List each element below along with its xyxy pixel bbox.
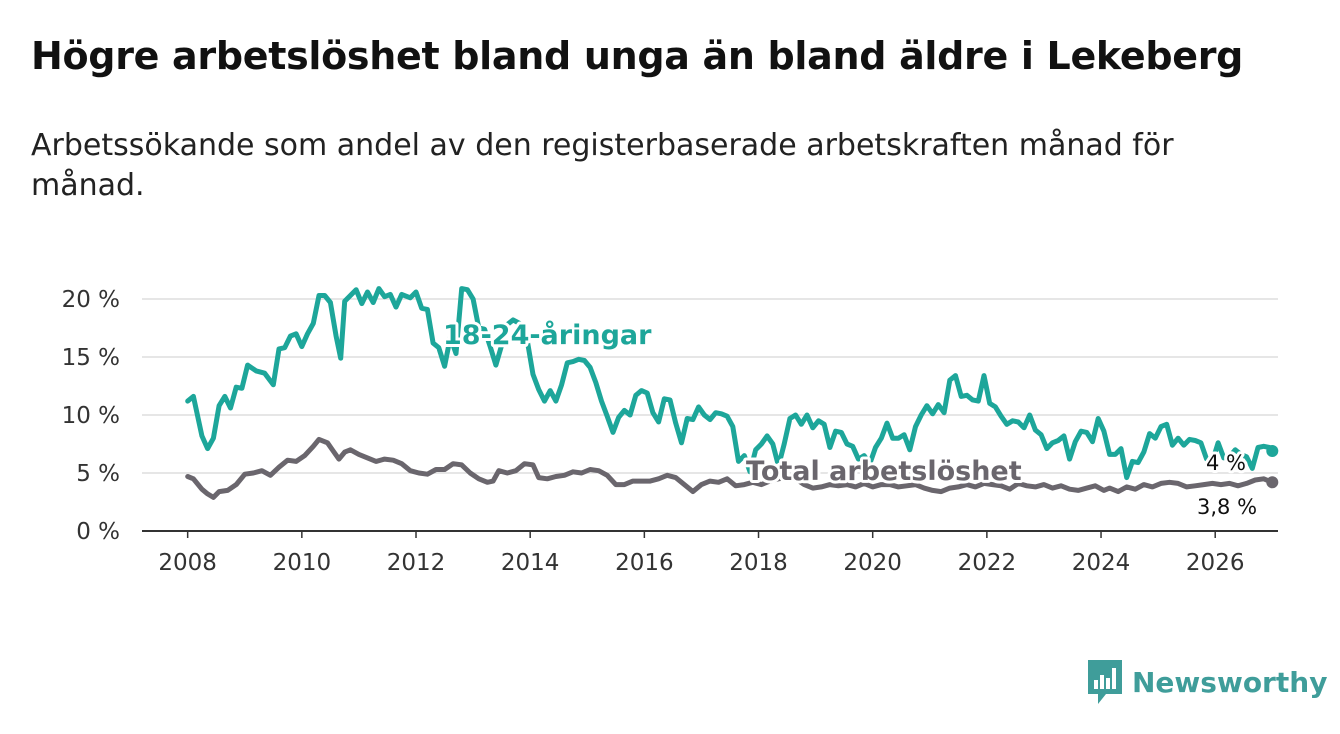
series-line-total [185, 436, 1275, 500]
end-label-total-halo: 3,8 % [1197, 495, 1257, 519]
series-line-18-24 [185, 286, 1275, 481]
newsworthy-logo-icon [1088, 660, 1122, 704]
series-label-18-24: 18-24-åringar [443, 319, 652, 351]
series-label-total-halo: Total arbetslöshet [746, 456, 1022, 487]
end-label-18-24-halo: 4 % [1206, 451, 1246, 475]
newsworthy-logo: Newsworthy [1088, 660, 1327, 704]
x-tick-label: 2020 [843, 550, 902, 576]
end-label-18-24: 4 % [1206, 451, 1246, 475]
x-tick-label: 2016 [615, 550, 674, 576]
y-tick-label: 20 % [62, 287, 120, 313]
y-tick-label: 0 % [76, 519, 120, 545]
chart-title: Högre arbetslöshet bland unga än bland ä… [31, 34, 1244, 78]
x-tick-label: 2012 [387, 550, 446, 576]
x-tick-label: 2008 [158, 550, 217, 576]
x-tick-label: 2010 [273, 550, 332, 576]
series-endpoint-total [1266, 476, 1279, 489]
x-tick-label: 2022 [958, 550, 1017, 576]
series-label-total: Total arbetslöshet [746, 456, 1022, 487]
x-tick-label: 2024 [1072, 550, 1131, 576]
x-tick-label: 2026 [1186, 550, 1245, 576]
x-tick-label: 2018 [729, 550, 788, 576]
series-label-18-24-halo: 18-24-åringar [443, 319, 652, 351]
series-endpoint-18-24 [1266, 444, 1279, 457]
x-tick-label: 2014 [501, 550, 560, 576]
newsworthy-logo-text: Newsworthy [1132, 665, 1328, 699]
y-tick-label: 10 % [62, 403, 120, 429]
chart-subtitle: Arbetssökande som andel av den registerb… [31, 128, 1174, 203]
y-tick-label: 5 % [76, 461, 120, 487]
y-tick-label: 15 % [62, 345, 120, 371]
end-label-total: 3,8 % [1197, 495, 1257, 519]
